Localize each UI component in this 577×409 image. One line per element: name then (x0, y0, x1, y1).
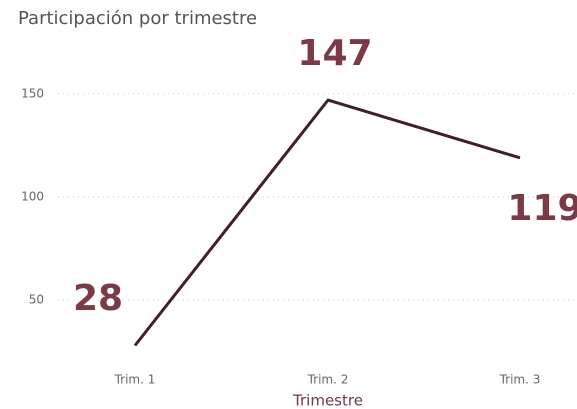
x-tick-label: Trim. 2 (307, 373, 349, 387)
x-axis-label: Trimestre (292, 392, 363, 409)
x-tick-label: Trim. 1 (114, 373, 156, 387)
chart-title: Participación por trimestre (18, 8, 257, 29)
x-tick-label: Trim. 3 (499, 373, 541, 387)
y-tick-label: 100 (21, 190, 44, 204)
data-label: 119 (507, 188, 577, 229)
y-tick-label: 50 (29, 293, 44, 307)
data-label: 147 (297, 33, 372, 74)
line (133, 98, 521, 347)
data-label: 28 (73, 278, 123, 319)
y-tick-label: 150 (21, 86, 44, 100)
